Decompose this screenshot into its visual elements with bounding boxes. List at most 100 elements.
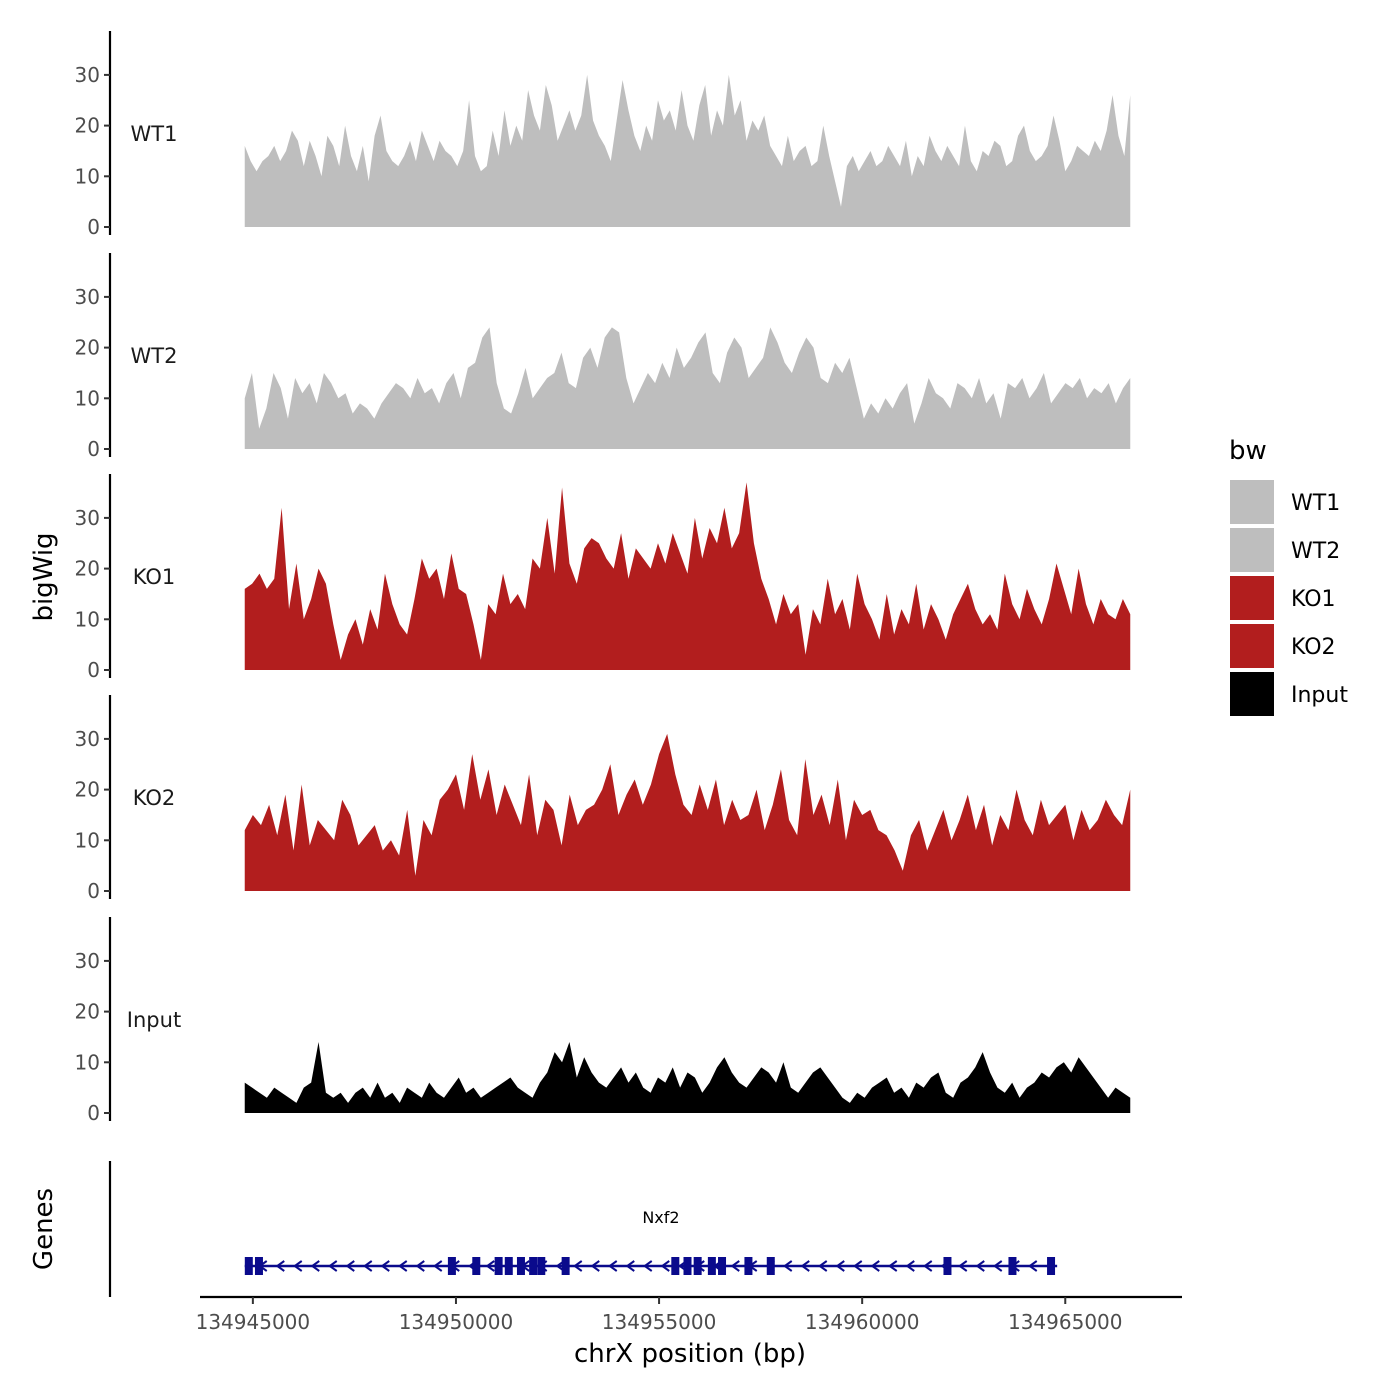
- legend-label-wt2: WT2: [1291, 539, 1340, 564]
- legend-swatch-wt2: [1230, 528, 1274, 572]
- exon: [244, 1257, 253, 1275]
- legend-label-wt1: WT1: [1291, 491, 1340, 516]
- y-tick-label: 10: [75, 386, 100, 410]
- exon: [766, 1257, 775, 1275]
- strand-arrow: [433, 1260, 443, 1272]
- exon: [693, 1257, 702, 1275]
- exon: [504, 1257, 513, 1275]
- y-tick-label: 10: [75, 828, 100, 852]
- y-tick-label: 0: [87, 1101, 100, 1125]
- track-ko1: 0 10 20 30 KO1: [75, 474, 1131, 682]
- area-ko1: [244, 482, 1131, 670]
- track-label-input: Input: [127, 1008, 181, 1032]
- y-tick-label: 0: [87, 215, 100, 239]
- strand-arrow: [380, 1260, 390, 1272]
- x-tick-label: 134945000: [196, 1310, 311, 1334]
- y-tick-label: 20: [75, 1000, 100, 1024]
- area-ko2: [244, 733, 1131, 891]
- strand-arrow: [590, 1260, 600, 1272]
- strand-arrow: [870, 1260, 880, 1272]
- y-tick-label: 0: [87, 879, 100, 903]
- x-axis: 134945000 134950000 134955000 134960000 1349…: [196, 1295, 1182, 1334]
- exon: [254, 1257, 263, 1275]
- legend-swatch-ko2: [1230, 624, 1274, 668]
- signal-tracks: 0 10 20 30 WT1 0 10 20 30 WT2 0 10 20 30 KO1 0 10 20 30 KO2…: [75, 31, 1131, 1125]
- exon: [1047, 1257, 1056, 1275]
- legend-swatch-input: [1230, 672, 1274, 716]
- x-tick-label: 134960000: [805, 1310, 920, 1334]
- y-tick-label: 30: [75, 285, 100, 309]
- area-wt1: [244, 74, 1131, 228]
- exon: [671, 1257, 680, 1275]
- strand-arrow: [345, 1260, 355, 1272]
- gene-label: Nxf2: [642, 1208, 679, 1227]
- legend: bw WT1 WT2 KO1 KO2 Input: [1229, 436, 1348, 716]
- area-wt2: [244, 327, 1131, 449]
- strand-arrow: [293, 1260, 303, 1272]
- exon: [472, 1257, 481, 1275]
- x-axis-title: chrX position (bp): [574, 1339, 806, 1369]
- legend-swatch-ko1: [1230, 576, 1274, 620]
- y-tick-label: 0: [87, 437, 100, 461]
- track-label-wt2: WT2: [131, 344, 178, 368]
- strand-arrow: [958, 1260, 968, 1272]
- exon: [447, 1257, 456, 1275]
- exon: [537, 1257, 546, 1275]
- strand-arrow: [328, 1260, 338, 1272]
- strand-arrow: [835, 1260, 845, 1272]
- y-tick-label: 30: [75, 727, 100, 751]
- area-input: [244, 1042, 1131, 1113]
- strand-arrow: [975, 1260, 985, 1272]
- strand-arrow: [923, 1260, 933, 1272]
- strand-arrow: [730, 1260, 740, 1272]
- exon: [707, 1257, 716, 1275]
- y-tick-label: 30: [75, 506, 100, 530]
- strand-arrow: [783, 1260, 793, 1272]
- y-tick-label: 30: [75, 949, 100, 973]
- legend-label-ko1: KO1: [1291, 587, 1336, 612]
- strand-arrow: [800, 1260, 810, 1272]
- y-tick-label: 10: [75, 1050, 100, 1074]
- strand-arrow: [608, 1260, 618, 1272]
- track-label-wt1: WT1: [131, 122, 178, 146]
- x-tick-label: 134955000: [602, 1310, 717, 1334]
- strand-arrow: [643, 1260, 653, 1272]
- exon: [744, 1257, 753, 1275]
- y-tick-label: 10: [75, 164, 100, 188]
- genes-track: Genes Nxf2: [29, 1161, 1058, 1297]
- strand-arrow: [573, 1260, 583, 1272]
- exon: [494, 1257, 503, 1275]
- y-tick-label: 20: [75, 114, 100, 138]
- strand-arrow: [853, 1260, 863, 1272]
- strand-arrow: [363, 1260, 373, 1272]
- strand-arrow: [415, 1260, 425, 1272]
- track-label-ko1: KO1: [133, 565, 176, 589]
- strand-arrow: [660, 1260, 670, 1272]
- track-wt2: 0 10 20 30 WT2: [75, 253, 1131, 461]
- exon: [516, 1257, 525, 1275]
- y-tick-label: 20: [75, 778, 100, 802]
- track-label-ko2: KO2: [133, 786, 176, 810]
- strand-arrow: [310, 1260, 320, 1272]
- x-tick-label: 134950000: [399, 1310, 514, 1334]
- exon: [683, 1257, 692, 1275]
- y-tick-label: 10: [75, 607, 100, 631]
- exon: [718, 1257, 727, 1275]
- exon: [1008, 1257, 1017, 1275]
- genes-track-title: Genes: [29, 1188, 59, 1270]
- y-tick-label: 30: [75, 63, 100, 87]
- legend-label-input: Input: [1291, 683, 1348, 708]
- strand-arrow: [993, 1260, 1003, 1272]
- legend-swatch-wt1: [1230, 480, 1274, 524]
- strand-arrow: [485, 1260, 495, 1272]
- strand-arrow: [398, 1260, 408, 1272]
- y-tick-label: 0: [87, 658, 100, 682]
- y-tick-label: 20: [75, 557, 100, 581]
- strand-arrow: [275, 1260, 285, 1272]
- legend-label-ko2: KO2: [1291, 635, 1336, 660]
- exon: [943, 1257, 952, 1275]
- strand-arrow: [905, 1260, 915, 1272]
- exon: [561, 1257, 570, 1275]
- y-tick-label: 20: [75, 336, 100, 360]
